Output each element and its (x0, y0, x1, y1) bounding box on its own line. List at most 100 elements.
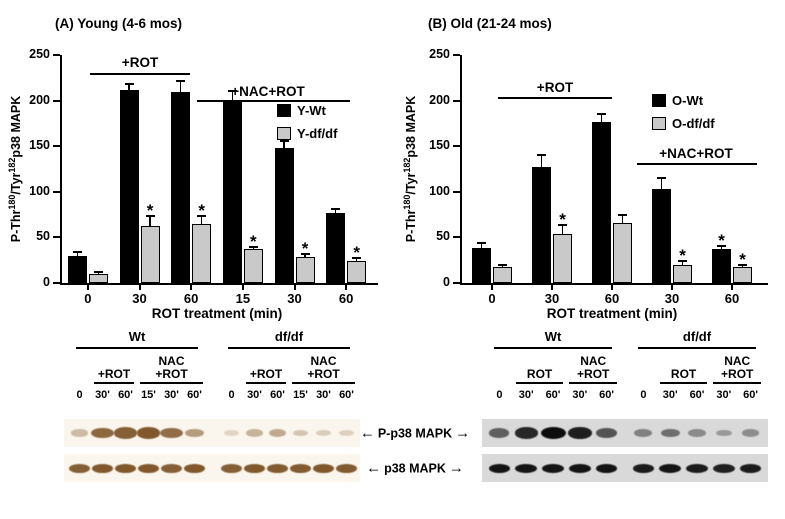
lane-label: 60' (545, 389, 561, 401)
y-dfdf-label: Y-df/df (297, 126, 338, 141)
x-tick (345, 285, 348, 290)
group-underline (638, 347, 756, 349)
significance-asterisk: * (146, 201, 154, 221)
bar-O-Wt (592, 121, 611, 283)
bar-Y-df/df (295, 256, 315, 283)
p38-band-label: p38 MAPK (384, 461, 446, 475)
error-bar (660, 178, 663, 190)
significance-asterisk: * (301, 238, 309, 258)
blot-band (713, 463, 735, 473)
y-tick (453, 145, 460, 148)
y-tick-label: 50 (436, 229, 450, 244)
bar-O-df/df (733, 267, 752, 283)
lane-label: 60' (270, 389, 285, 401)
x-tick-label: 30 (132, 291, 147, 306)
y-tick-label: 0 (443, 275, 450, 289)
blot-group-name: Wt (544, 329, 562, 344)
x-tick (86, 285, 89, 290)
panel-b-title: (B) Old (21-24 mos) (428, 16, 552, 31)
significance-asterisk: * (718, 230, 725, 250)
error-bar-cap (678, 260, 687, 263)
left-arrow-icon: ← (366, 459, 382, 477)
bar-Y-Wt (326, 212, 346, 283)
o-wt-label: O-Wt (672, 93, 704, 108)
error-bar (540, 155, 543, 168)
treatment-label: NAC (158, 354, 185, 368)
blot-band (137, 463, 160, 473)
blot-band (91, 427, 114, 439)
o-dfdf-swatch (652, 117, 666, 130)
panel-a-nacrot-annotation-line (197, 100, 350, 102)
pp38-band-label-row: ← P-p38 MAPK → (360, 425, 470, 442)
x-tick-label: 15 (235, 291, 251, 306)
bar-Y-df/df (88, 273, 108, 283)
x-tick-label: 30 (664, 291, 680, 306)
group-underline (76, 347, 198, 349)
lane-label: 30' (95, 389, 110, 401)
bar-O-Wt (712, 249, 731, 283)
blot-band (268, 429, 287, 437)
blot-band (596, 428, 617, 438)
blot-band (632, 463, 655, 473)
blot-band (220, 463, 243, 473)
x-tick (190, 285, 193, 290)
panel-a-nacrot-annotation: +NAC+ROT (231, 84, 305, 99)
lane-label: 60' (599, 389, 615, 401)
y-tick-label: 150 (29, 138, 50, 153)
x-axis (60, 283, 378, 285)
bar-O-df/df (673, 264, 692, 283)
error-bar (200, 216, 203, 224)
error-bar (304, 253, 306, 257)
error-bar (480, 242, 483, 249)
blot-band (739, 463, 762, 473)
bar-Y-Wt (171, 92, 191, 283)
x-tick (138, 285, 141, 290)
bar-O-df/df (493, 267, 512, 283)
error-bar-cap (498, 263, 507, 266)
error-bar (741, 264, 744, 268)
error-bar (252, 246, 255, 250)
legend-item-y-wt: Y-Wt (277, 103, 337, 118)
error-bar-cap (93, 271, 103, 274)
o-dfdf-label: O-df/df (672, 116, 715, 131)
error-bar-cap (537, 154, 546, 157)
y-tick (453, 190, 460, 193)
error-bar (621, 214, 624, 223)
bar-Y-df/df (243, 249, 263, 283)
treatment-underline (569, 382, 617, 384)
treatment-underline (140, 382, 203, 384)
blot-band (224, 429, 239, 436)
error-bar-cap (331, 208, 341, 211)
lane-label: 30' (518, 389, 534, 401)
blot-band (568, 463, 591, 473)
y-tick (453, 236, 460, 239)
blot-band (266, 463, 289, 473)
legend-item-y-dfdf: Y-df/df (277, 126, 337, 141)
blot-band (688, 429, 706, 437)
blot-band (659, 463, 682, 473)
treatment-label: ROT (526, 367, 553, 381)
error-bar-cap (597, 113, 606, 116)
blot-band (515, 463, 538, 473)
y-tick-label: 250 (29, 47, 50, 61)
y-tick-label: 200 (29, 92, 50, 107)
lane-label: 0 (76, 389, 83, 401)
treatment-label: NAC (724, 354, 751, 368)
blot-group-name: df/df (274, 329, 304, 344)
lane-label: 60' (187, 389, 202, 401)
error-bar-cap (72, 250, 82, 253)
panel-b-nacrot-annotation-line (637, 163, 757, 165)
error-bar (334, 209, 337, 213)
x-tick (491, 285, 493, 290)
p38-band-label-row: ← p38 MAPK → (366, 460, 464, 477)
y-tick (53, 145, 60, 148)
y-tick-label: 0 (43, 275, 50, 289)
x-tick (731, 285, 733, 290)
error-bar-cap (145, 215, 155, 218)
blot-band (335, 463, 358, 473)
error-bar-cap (176, 80, 186, 83)
x-tick-label: 60 (338, 291, 354, 306)
